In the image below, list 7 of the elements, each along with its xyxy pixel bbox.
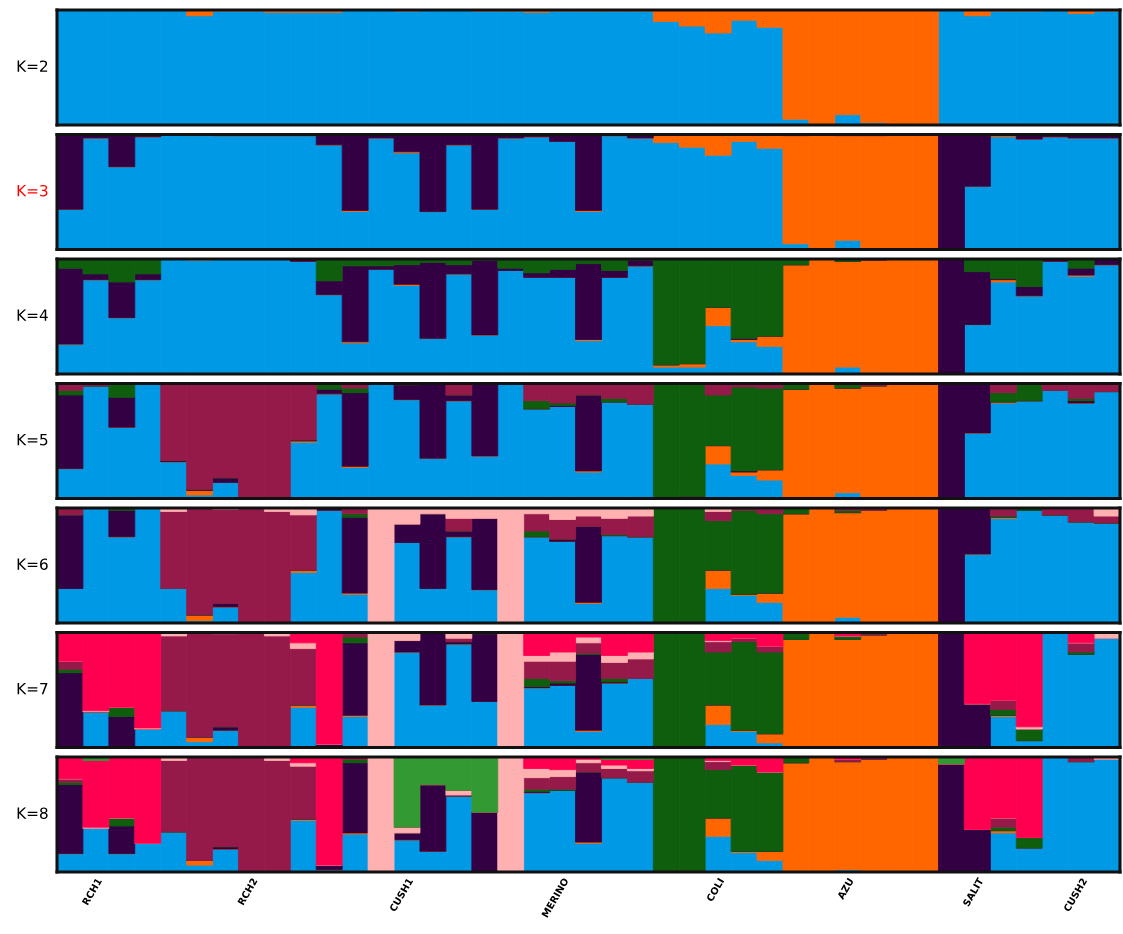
y-axis-title: K=2	[17, 60, 48, 72]
y-axis-title: K=6	[17, 558, 48, 570]
y-axis-title: K=8	[17, 807, 48, 819]
y-axis-title: K=3	[17, 184, 48, 197]
y-axis-title: K=5	[17, 434, 48, 446]
y-axis-title: K=4	[17, 309, 48, 321]
y-axis-title: K=7	[17, 683, 48, 695]
